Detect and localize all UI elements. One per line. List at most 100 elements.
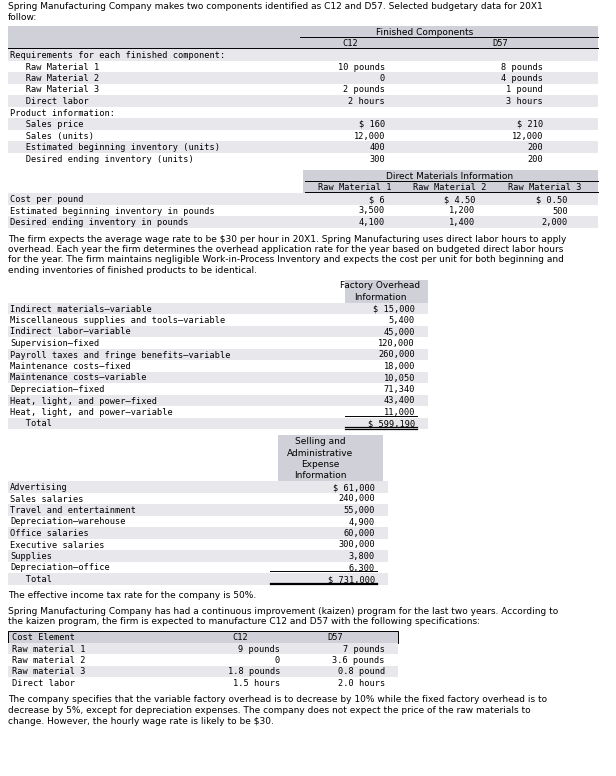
Text: Supervision–fixed: Supervision–fixed bbox=[10, 339, 99, 348]
Text: Estimated beginning inventory in pounds: Estimated beginning inventory in pounds bbox=[10, 206, 215, 216]
Text: 5,400: 5,400 bbox=[389, 316, 415, 325]
Text: 300,000: 300,000 bbox=[338, 541, 375, 549]
Bar bbox=[8, 303, 428, 314]
Text: 4 pounds: 4 pounds bbox=[501, 74, 543, 83]
Bar bbox=[278, 435, 383, 481]
Text: 200: 200 bbox=[527, 154, 543, 164]
Text: 0.8 pound: 0.8 pound bbox=[338, 667, 385, 677]
Bar bbox=[8, 573, 388, 584]
Bar bbox=[345, 279, 428, 303]
Bar bbox=[8, 654, 398, 666]
Text: $ 4.50: $ 4.50 bbox=[444, 195, 475, 204]
Text: The firm expects the average wage rate to be $30 per hour in 20X1. Spring Manufa: The firm expects the average wage rate t… bbox=[8, 234, 566, 244]
Bar bbox=[8, 515, 388, 527]
Text: Product information:: Product information: bbox=[10, 109, 115, 117]
Bar bbox=[8, 130, 598, 141]
Bar bbox=[8, 72, 598, 84]
Text: C12: C12 bbox=[342, 40, 358, 48]
Text: Raw material 3: Raw material 3 bbox=[12, 667, 86, 677]
Text: Information: Information bbox=[354, 293, 406, 302]
Text: Desired ending inventory in pounds: Desired ending inventory in pounds bbox=[10, 218, 188, 227]
Text: Selling and: Selling and bbox=[294, 437, 346, 446]
Text: 2,000: 2,000 bbox=[541, 218, 568, 227]
Bar bbox=[8, 205, 598, 216]
Text: Total: Total bbox=[10, 575, 52, 584]
Text: 400: 400 bbox=[369, 143, 385, 152]
Text: Direct Materials Information: Direct Materials Information bbox=[386, 172, 514, 181]
Text: Cost per pound: Cost per pound bbox=[10, 195, 84, 204]
Text: Information: Information bbox=[294, 472, 346, 480]
Text: Estimated beginning inventory (units): Estimated beginning inventory (units) bbox=[10, 143, 220, 152]
Bar bbox=[8, 360, 428, 372]
Text: Administrative: Administrative bbox=[287, 449, 353, 458]
Text: 2 hours: 2 hours bbox=[348, 97, 385, 106]
Text: 18,000: 18,000 bbox=[384, 362, 415, 371]
Text: C12: C12 bbox=[232, 633, 248, 642]
Text: 60,000: 60,000 bbox=[344, 529, 375, 538]
Text: Advertising: Advertising bbox=[10, 483, 68, 492]
Text: 3.6 pounds: 3.6 pounds bbox=[333, 656, 385, 665]
Text: Expense: Expense bbox=[301, 460, 339, 469]
Text: 8 pounds: 8 pounds bbox=[501, 63, 543, 71]
Bar bbox=[8, 394, 428, 406]
Text: Maintenance costs–variable: Maintenance costs–variable bbox=[10, 373, 147, 383]
Text: 6,300: 6,300 bbox=[349, 563, 375, 573]
Bar bbox=[8, 493, 388, 504]
Text: 55,000: 55,000 bbox=[344, 506, 375, 515]
Text: $ 210: $ 210 bbox=[517, 120, 543, 129]
Text: Maintenance costs–fixed: Maintenance costs–fixed bbox=[10, 362, 131, 371]
Text: decrease by 5%, except for depreciation expenses. The company does not expect th: decrease by 5%, except for depreciation … bbox=[8, 706, 530, 715]
Text: 240,000: 240,000 bbox=[338, 494, 375, 504]
Text: 45,000: 45,000 bbox=[384, 327, 415, 337]
Bar bbox=[8, 481, 388, 493]
Bar bbox=[8, 406, 428, 417]
Text: 4,100: 4,100 bbox=[359, 218, 385, 227]
Bar bbox=[8, 539, 388, 550]
Text: The effective income tax rate for the company is 50%.: The effective income tax rate for the co… bbox=[8, 591, 256, 601]
Text: $ 0.50: $ 0.50 bbox=[537, 195, 568, 204]
Text: 3,800: 3,800 bbox=[349, 552, 375, 561]
Text: Depreciation–fixed: Depreciation–fixed bbox=[10, 385, 105, 394]
Text: Sales price: Sales price bbox=[10, 120, 84, 129]
Bar bbox=[8, 677, 398, 688]
Text: 1.8 pounds: 1.8 pounds bbox=[227, 667, 280, 677]
Text: Raw material 1: Raw material 1 bbox=[12, 645, 86, 653]
Text: Spring Manufacturing Company makes two components identified as C12 and D57. Sel: Spring Manufacturing Company makes two c… bbox=[8, 2, 543, 11]
Text: 0: 0 bbox=[275, 656, 280, 665]
Text: 3 hours: 3 hours bbox=[506, 97, 543, 106]
Text: 7 pounds: 7 pounds bbox=[343, 645, 385, 653]
Text: 1,400: 1,400 bbox=[448, 218, 475, 227]
Bar bbox=[8, 325, 428, 337]
Text: Desired ending inventory (units): Desired ending inventory (units) bbox=[10, 154, 194, 164]
Text: Raw Material 2: Raw Material 2 bbox=[413, 183, 487, 192]
Text: D57: D57 bbox=[492, 40, 508, 48]
Text: 9 pounds: 9 pounds bbox=[238, 645, 280, 653]
Bar bbox=[8, 118, 598, 130]
Text: Raw material 2: Raw material 2 bbox=[12, 656, 86, 665]
Bar bbox=[303, 170, 598, 182]
Text: 1,200: 1,200 bbox=[448, 206, 475, 216]
Text: 2.0 hours: 2.0 hours bbox=[338, 679, 385, 688]
Text: Office salaries: Office salaries bbox=[10, 529, 89, 538]
Text: Factory Overhead: Factory Overhead bbox=[340, 282, 420, 290]
Text: overhead. Each year the firm determines the overhead application rate for the ye: overhead. Each year the firm determines … bbox=[8, 245, 564, 254]
Text: Raw Material 1: Raw Material 1 bbox=[10, 63, 99, 71]
Text: 12,000: 12,000 bbox=[354, 131, 385, 140]
Text: Heat, light, and power–variable: Heat, light, and power–variable bbox=[10, 408, 172, 417]
Bar bbox=[8, 348, 428, 360]
Text: follow:: follow: bbox=[8, 12, 37, 22]
Text: Requirements for each finished component:: Requirements for each finished component… bbox=[10, 51, 225, 60]
Text: Payroll taxes and fringe benefits–variable: Payroll taxes and fringe benefits–variab… bbox=[10, 351, 230, 359]
Text: Raw Material 1: Raw Material 1 bbox=[318, 183, 392, 192]
Bar bbox=[8, 106, 598, 118]
Bar bbox=[8, 504, 388, 515]
Text: 12,000: 12,000 bbox=[511, 131, 543, 140]
Bar bbox=[8, 49, 598, 61]
Text: 43,400: 43,400 bbox=[384, 397, 415, 406]
Bar bbox=[8, 84, 598, 95]
Bar bbox=[8, 337, 428, 348]
Bar bbox=[8, 631, 398, 643]
Text: $ 160: $ 160 bbox=[359, 120, 385, 129]
Text: $ 731,000: $ 731,000 bbox=[328, 575, 375, 584]
Text: Depreciation–office: Depreciation–office bbox=[10, 563, 110, 573]
